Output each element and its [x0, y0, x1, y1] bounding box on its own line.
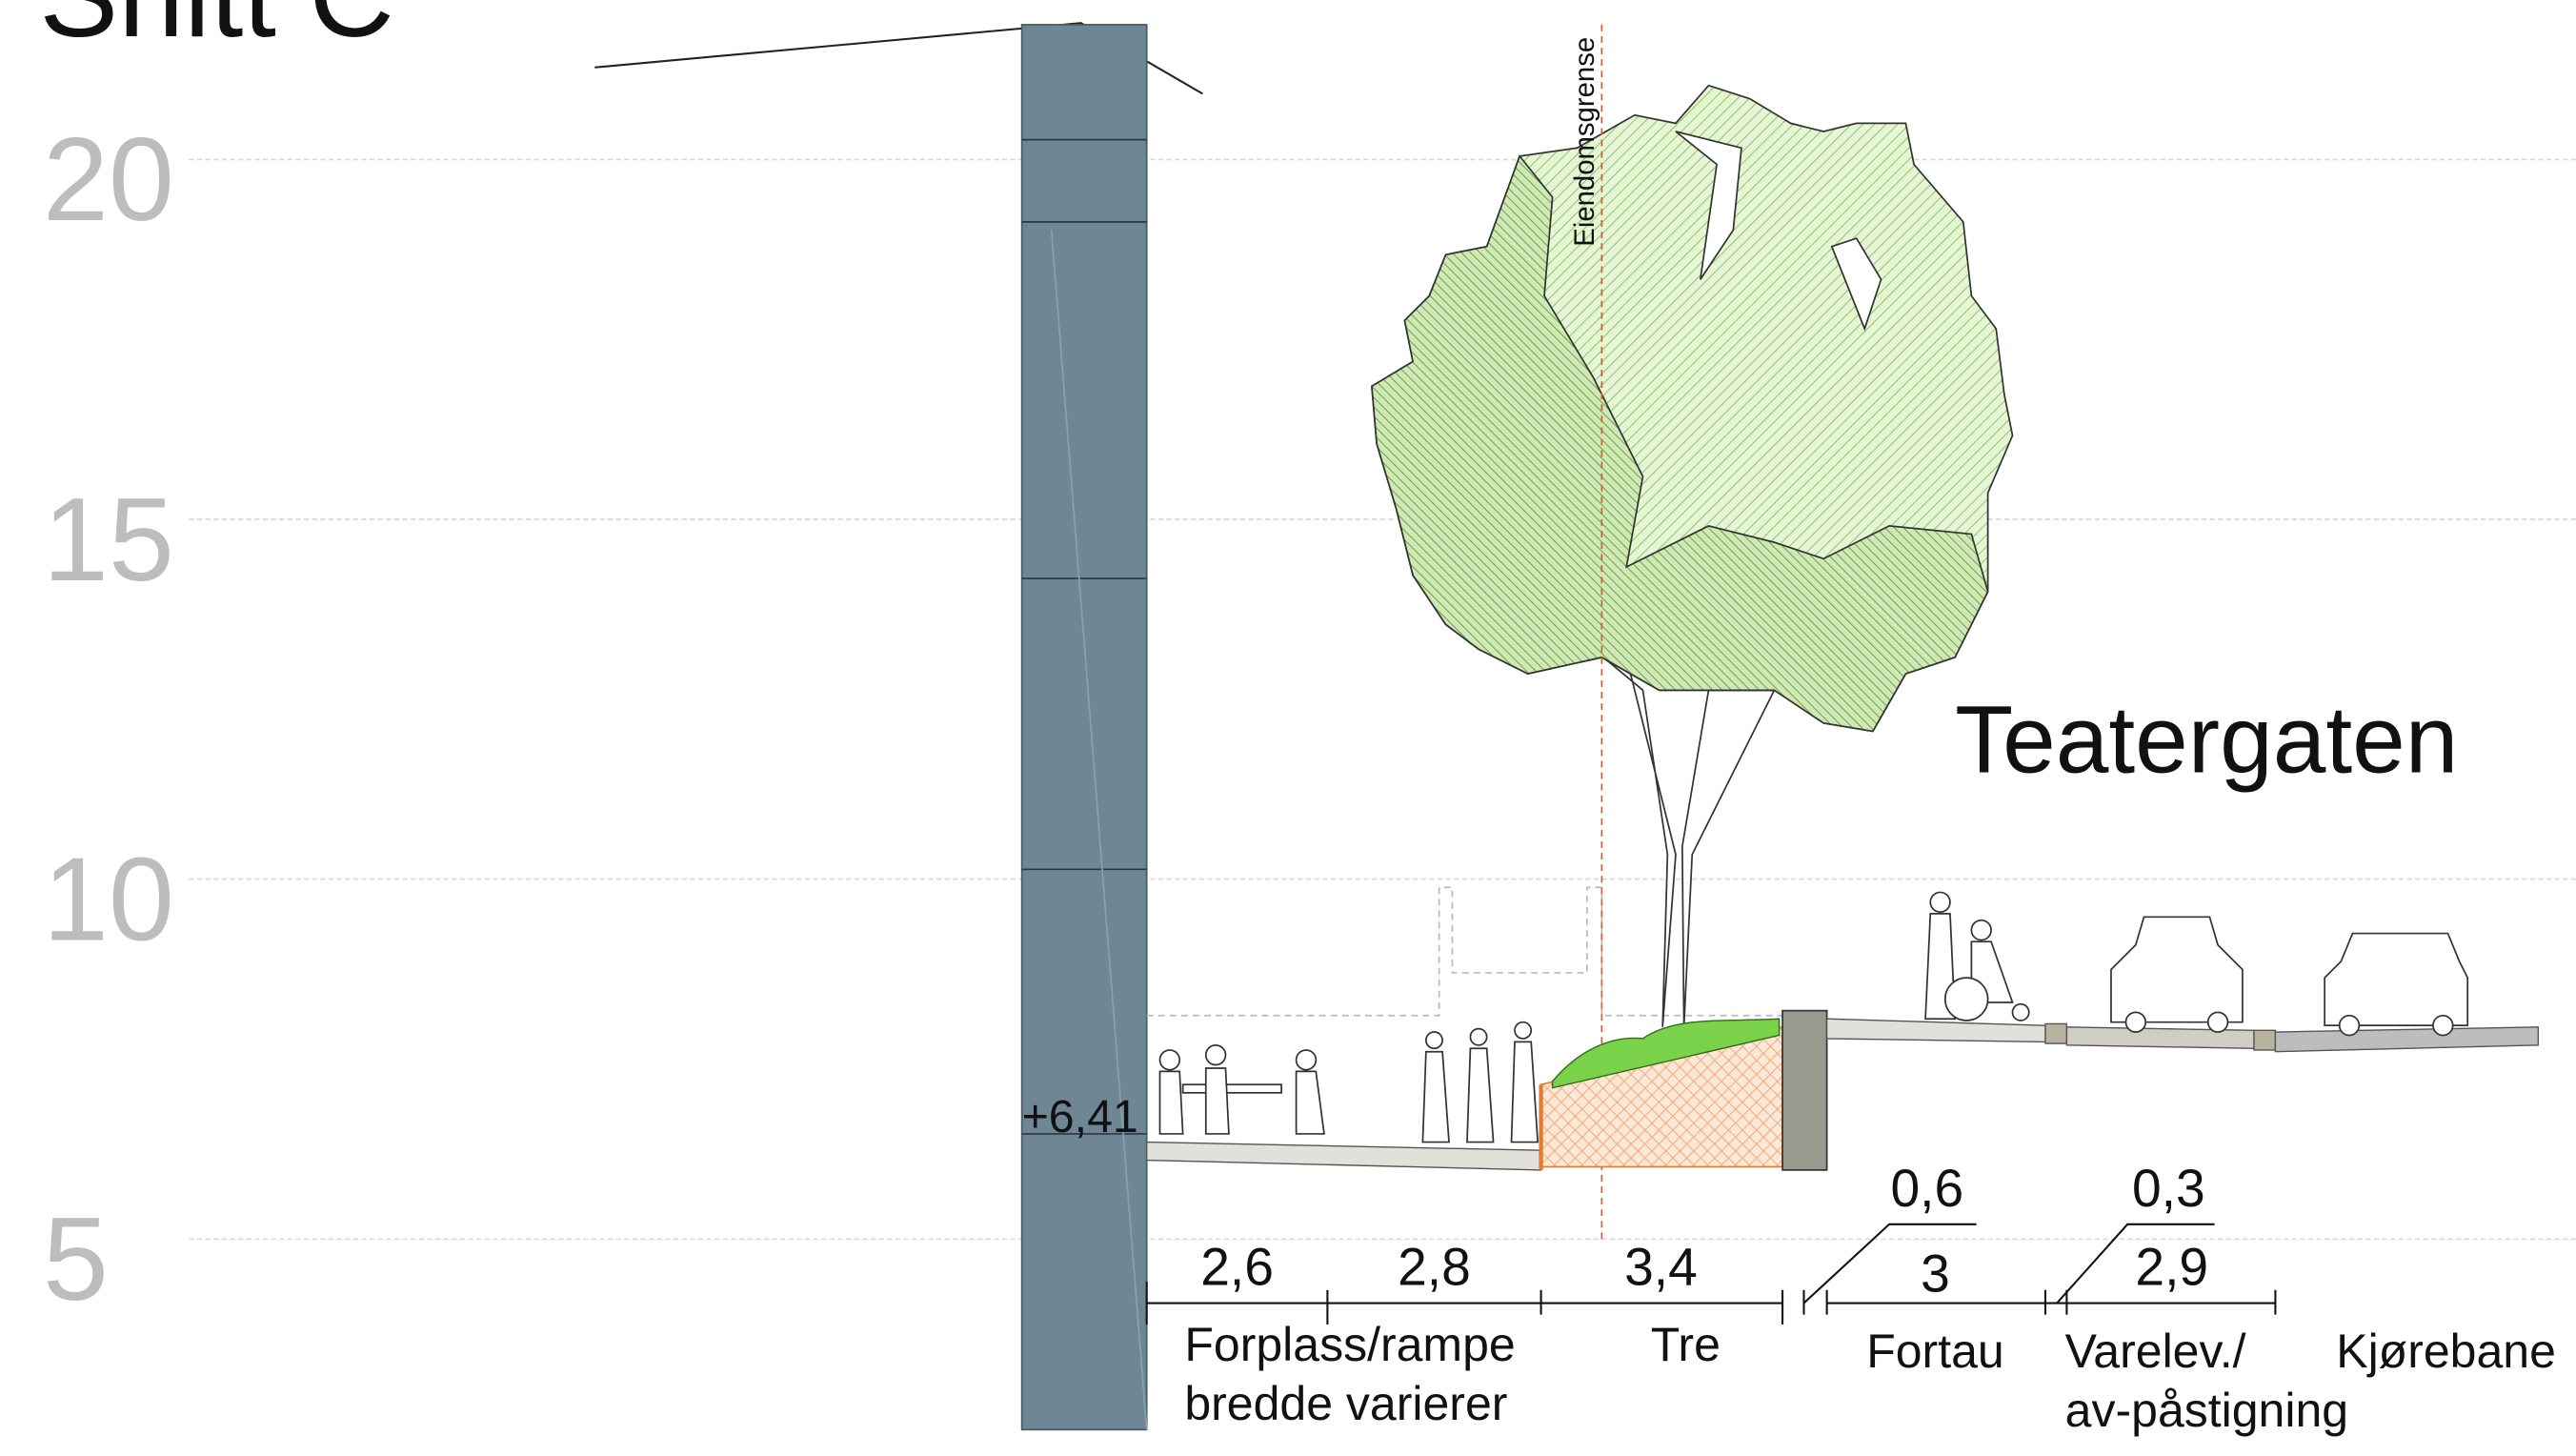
tree-trunk	[1594, 649, 1775, 1027]
cars	[2111, 917, 2467, 1035]
loading-zone	[2066, 1027, 2254, 1048]
ground	[1147, 1011, 2539, 1170]
sidewalk	[1827, 1019, 2045, 1041]
building	[594, 23, 1202, 1429]
zone-label: bredde varierer	[1184, 1377, 1507, 1430]
elevation-label: 10	[43, 834, 174, 965]
building-wall	[1022, 25, 1147, 1429]
dimension: 0,6	[1890, 1159, 1963, 1218]
dimension: 2,8	[1398, 1238, 1471, 1297]
section-drawing: Snitt C 20 15 10 5 +6,41 Eiendomsgrense	[0, 0, 2576, 1456]
zone-label: av-påstigning	[2065, 1384, 2348, 1437]
retaining-wall	[1782, 1011, 1827, 1170]
dimension: 2,6	[1200, 1238, 1274, 1297]
dimension: 2,9	[2135, 1238, 2208, 1297]
zone-label: Forplass/rampe	[1184, 1318, 1515, 1371]
zone-label: Tre	[1651, 1318, 1721, 1371]
page: Snitt C 20 15 10 5 +6,41 Eiendomsgrense	[0, 0, 2576, 1456]
title: Snitt C	[39, 0, 394, 62]
curb	[2254, 1030, 2275, 1050]
road	[2275, 1027, 2538, 1052]
level-label: +6,41	[1022, 1091, 1138, 1143]
curb	[2045, 1023, 2066, 1043]
street-name: Teatergaten	[1955, 687, 2458, 794]
elevation-label: 20	[43, 114, 174, 246]
elevation-label: 5	[43, 1194, 109, 1325]
elevation-label: 15	[43, 475, 174, 606]
plaza	[1147, 1143, 1541, 1170]
zone-label: Fortau	[1866, 1325, 2004, 1378]
dimension: 3	[1921, 1244, 1950, 1304]
dimension: 3,4	[1624, 1238, 1698, 1297]
property-line-label: Eiendomsgrense	[1569, 37, 1600, 247]
zone-label: Varelev./	[2065, 1325, 2246, 1378]
zone-label: Kjørebane	[2336, 1325, 2556, 1378]
dimension: 0,3	[2132, 1159, 2205, 1218]
tree	[1372, 86, 2013, 1027]
table	[1183, 1084, 1281, 1093]
